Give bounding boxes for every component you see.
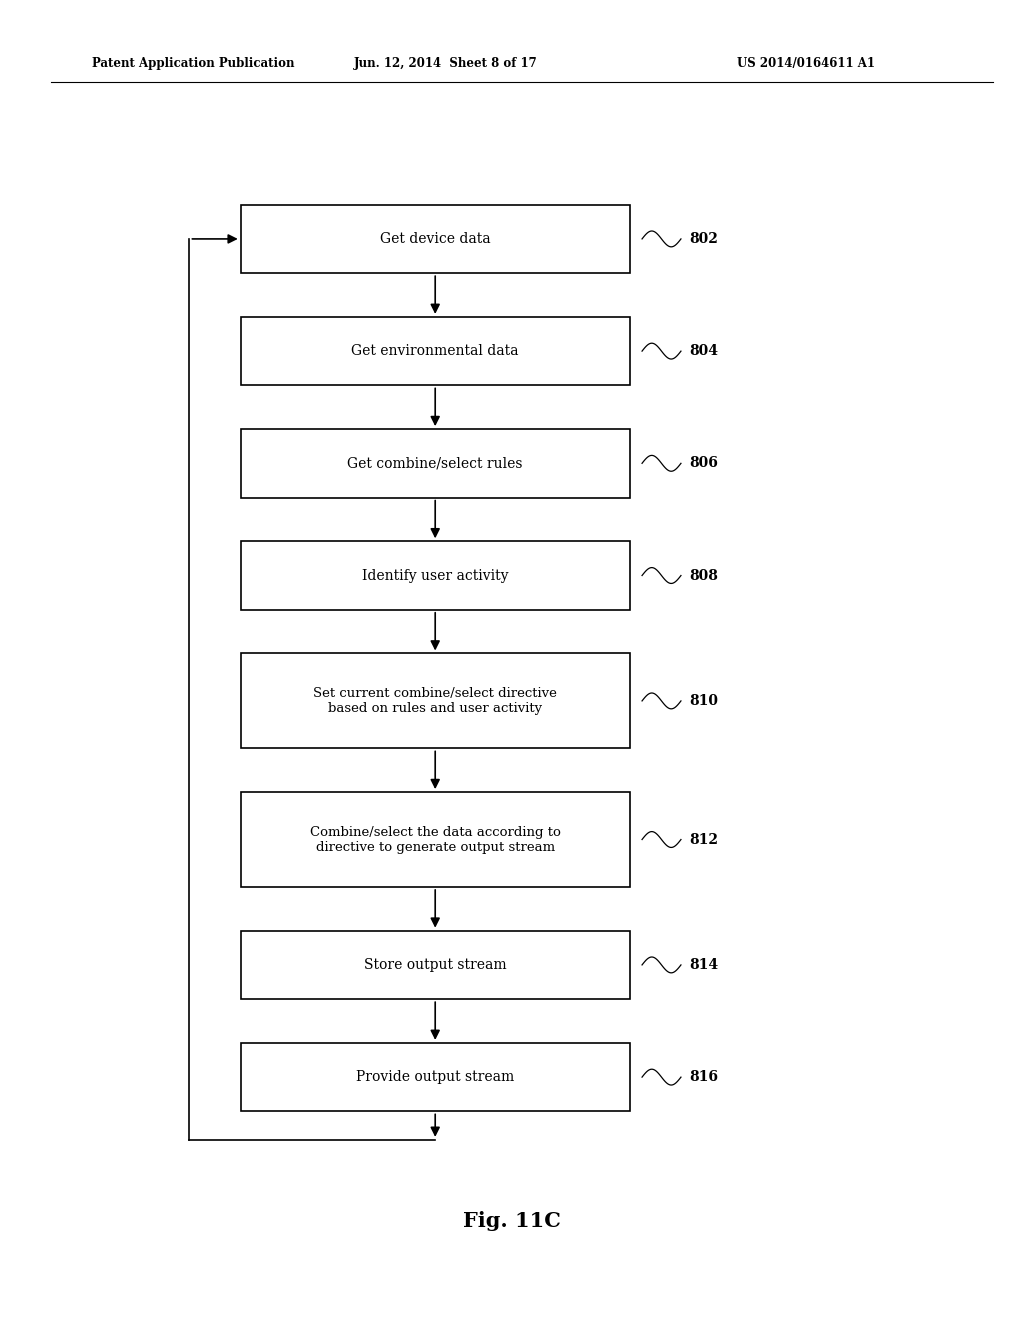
Bar	[241, 792, 630, 887]
Text: Combine/select the data according to
directive to generate output stream: Combine/select the data according to dir…	[310, 825, 560, 854]
Bar	[241, 1043, 630, 1111]
Bar	[241, 653, 630, 748]
Text: 806: 806	[689, 457, 718, 470]
Text: Fig. 11C: Fig. 11C	[463, 1210, 561, 1232]
Text: 814: 814	[689, 958, 718, 972]
Bar	[241, 541, 630, 610]
Text: 804: 804	[689, 345, 718, 358]
Bar	[241, 205, 630, 273]
Text: 808: 808	[689, 569, 718, 582]
Bar	[241, 429, 630, 498]
Text: US 2014/0164611 A1: US 2014/0164611 A1	[737, 57, 876, 70]
Text: Store output stream: Store output stream	[364, 958, 507, 972]
Text: 802: 802	[689, 232, 718, 246]
Text: 810: 810	[689, 694, 718, 708]
Text: Identify user activity: Identify user activity	[361, 569, 509, 582]
Bar	[241, 931, 630, 999]
Text: Get combine/select rules: Get combine/select rules	[347, 457, 523, 470]
Text: Get environmental data: Get environmental data	[351, 345, 519, 358]
Bar	[241, 317, 630, 385]
Text: Jun. 12, 2014  Sheet 8 of 17: Jun. 12, 2014 Sheet 8 of 17	[353, 57, 538, 70]
Text: Patent Application Publication: Patent Application Publication	[92, 57, 295, 70]
Text: Set current combine/select directive
based on rules and user activity: Set current combine/select directive bas…	[313, 686, 557, 715]
Text: Provide output stream: Provide output stream	[356, 1071, 514, 1084]
Text: 816: 816	[689, 1071, 718, 1084]
Text: 812: 812	[689, 833, 718, 846]
Text: Get device data: Get device data	[380, 232, 490, 246]
